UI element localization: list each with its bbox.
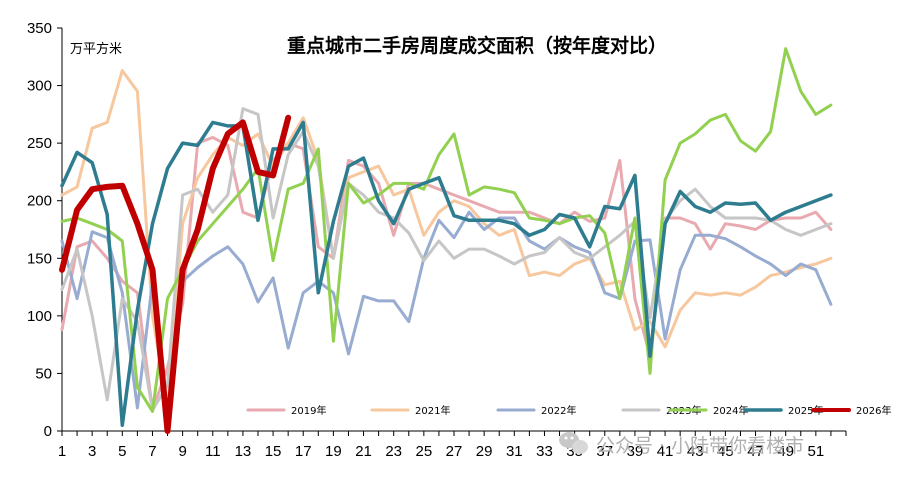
x-tick-label: 5 <box>118 443 126 460</box>
y-tick-label: 150 <box>27 250 52 267</box>
x-tick-label: 31 <box>506 443 523 460</box>
x-tick-label: 43 <box>687 443 704 460</box>
x-tick-label: 47 <box>747 443 764 460</box>
legend-label: 2025年 <box>788 404 823 417</box>
chart-title: 重点城市二手房周度成交面积（按年度对比） <box>287 34 667 57</box>
legend-label: 2024年 <box>713 404 748 417</box>
x-tick-label: 7 <box>148 443 156 460</box>
y-tick-label: 350 <box>27 20 52 37</box>
x-tick-label: 19 <box>325 443 342 460</box>
x-tick-label: 29 <box>476 443 493 460</box>
watermark-text: 公众号 · 小陆带你看楼市 <box>596 435 804 457</box>
x-tick-label: 39 <box>627 443 644 460</box>
x-tick-label: 1 <box>58 443 66 460</box>
series-line-2021 <box>60 69 833 410</box>
x-tick-label: 49 <box>777 443 794 460</box>
watermark: 公众号 · 小陆带你看楼市 <box>559 432 804 457</box>
series-line-2025 <box>60 120 833 427</box>
series-layer <box>59 47 833 434</box>
legend-label: 2021年 <box>415 404 450 417</box>
x-tick-label: 41 <box>657 443 674 460</box>
y-tick-label: 250 <box>27 135 52 152</box>
x-tick-label: 37 <box>596 443 613 460</box>
unit-label: 万平方米 <box>70 41 122 57</box>
legend: 2019年2021年2022年2023年2024年2025年2026年 <box>246 404 891 417</box>
x-tick-label: 27 <box>446 443 463 460</box>
x-tick-label: 9 <box>178 443 186 460</box>
y-tick-label: 100 <box>27 308 52 325</box>
x-tick-label: 45 <box>717 443 734 460</box>
x-tick-label: 51 <box>808 443 825 460</box>
x-tick-label: 23 <box>385 443 402 460</box>
x-tick-label: 21 <box>355 443 372 460</box>
y-tick-label: 50 <box>35 365 52 382</box>
x-tick-label: 3 <box>88 443 96 460</box>
x-tick-label: 11 <box>205 443 221 460</box>
x-tick-label: 17 <box>295 443 312 460</box>
x-tick-label: 33 <box>536 443 553 460</box>
series-line-2022 <box>60 210 833 421</box>
y-tick-label: 0 <box>44 423 52 440</box>
series-line-2023 <box>60 107 833 412</box>
legend-label: 2022年 <box>541 404 576 417</box>
x-tick-label: 13 <box>235 443 252 460</box>
x-tick-label: 15 <box>265 443 282 460</box>
series-line-2026 <box>59 114 292 434</box>
legend-label: 2026年 <box>856 404 891 417</box>
x-tick-label: 25 <box>416 443 433 460</box>
legend-label: 2019年 <box>291 404 326 417</box>
y-tick-label: 300 <box>27 78 52 95</box>
wechat-icon <box>559 432 588 454</box>
y-tick-label: 200 <box>27 193 52 210</box>
